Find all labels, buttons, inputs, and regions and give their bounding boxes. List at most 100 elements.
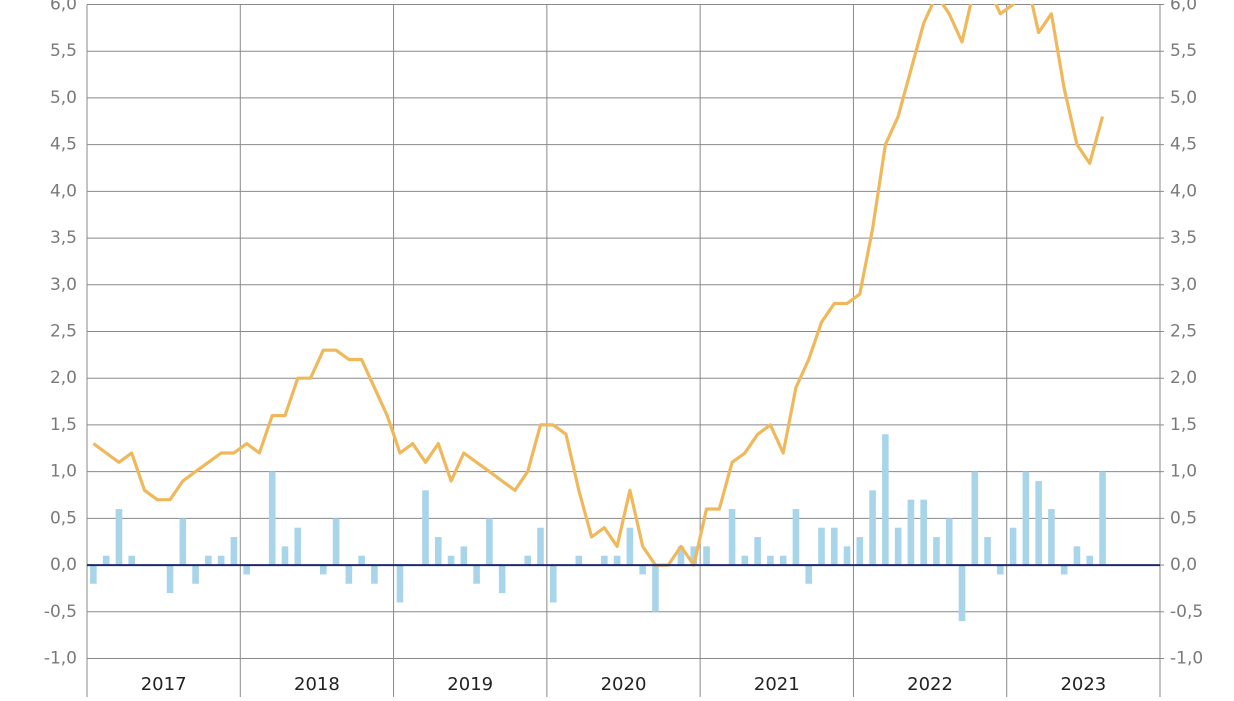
x-tick-label: 2018 (294, 674, 340, 695)
bar (1073, 546, 1081, 566)
x-tick-label: 2023 (1060, 674, 1106, 695)
bar (422, 490, 429, 566)
y-tick-label: 2,0 (50, 368, 77, 388)
bar (754, 537, 761, 566)
bar (1009, 527, 1017, 566)
bar (217, 555, 225, 566)
y-tick-label: 5,0 (50, 88, 77, 108)
bar (460, 546, 468, 566)
y2-tick-label: -0,5 (1170, 602, 1203, 622)
bar (115, 509, 123, 566)
bar (652, 565, 659, 612)
bar (894, 527, 902, 566)
bar (268, 471, 276, 566)
bar (613, 555, 621, 566)
bar (677, 546, 685, 566)
y-tick-label: 1,5 (50, 415, 77, 435)
bar (473, 565, 480, 584)
bar (1035, 480, 1042, 566)
bar (792, 509, 800, 566)
bar (205, 555, 212, 566)
y2-tick-label: 2,5 (1170, 322, 1197, 342)
bar (984, 537, 991, 566)
bar (882, 434, 889, 566)
x-tick-label: 2020 (601, 674, 647, 695)
y-tick-label: 0,0 (50, 555, 77, 575)
bar (843, 546, 851, 566)
bar (166, 565, 174, 594)
bar (728, 509, 736, 566)
plot-area (90, 4, 1106, 622)
y2-tick-label: -1,0 (1170, 649, 1203, 669)
y-tick-label: 2,5 (50, 322, 77, 342)
bar (958, 565, 966, 622)
bar (102, 555, 110, 566)
y2-tick-label: 1,0 (1170, 462, 1197, 482)
y2-tick-label: 3,5 (1170, 228, 1197, 248)
y2-tick-label: 0,5 (1170, 508, 1197, 528)
bar (805, 565, 813, 584)
bar (907, 499, 915, 566)
bar (447, 555, 455, 566)
bar (128, 555, 136, 566)
bar (90, 565, 97, 584)
bar (767, 555, 774, 566)
x-tick-label: 2022 (907, 674, 953, 695)
bar (1048, 509, 1055, 566)
bar (997, 565, 1004, 575)
y-tick-label: 6,0 (50, 0, 77, 15)
bar (945, 518, 953, 566)
bar (830, 527, 838, 566)
bar (690, 546, 698, 566)
bar (703, 546, 710, 566)
bar (524, 555, 531, 566)
bar (371, 565, 378, 584)
y-tick-label: 5,5 (50, 41, 77, 61)
y-tick-label: -0,5 (44, 602, 77, 622)
bar (320, 565, 327, 575)
bar (396, 565, 404, 603)
y2-tick-label: 0,0 (1170, 555, 1197, 575)
line (92, 4, 1105, 567)
x-tick-label: 2019 (447, 674, 493, 695)
y2-tick-label: 6,0 (1170, 0, 1197, 15)
y-tick-label: 0,5 (50, 508, 77, 528)
y-tick-label: 1,0 (50, 462, 77, 482)
bar (1086, 555, 1094, 566)
y-tick-label: 4,5 (50, 135, 77, 155)
bar (486, 518, 493, 566)
bar (626, 527, 634, 566)
bar (243, 565, 250, 575)
bar (281, 546, 289, 566)
bar (434, 537, 442, 566)
bar (294, 527, 302, 566)
y-tick-label: 4,0 (50, 181, 77, 201)
bar (230, 537, 238, 566)
bar (498, 565, 506, 594)
y-tick-label: 3,0 (50, 275, 77, 295)
bar (537, 527, 544, 566)
bar (1099, 471, 1106, 566)
bar (869, 490, 876, 566)
x-tick-label: 2021 (754, 674, 800, 695)
bar (332, 518, 340, 566)
x-tick-label: 2017 (141, 674, 187, 695)
bar (179, 518, 187, 566)
y2-tick-label: 3,0 (1170, 275, 1197, 295)
bar (779, 555, 787, 566)
bar (345, 565, 353, 584)
bar (933, 537, 940, 566)
bar (549, 565, 557, 603)
bar (358, 555, 365, 566)
bar (856, 537, 864, 566)
bar (601, 555, 608, 566)
bar (971, 471, 979, 566)
bar (575, 555, 583, 566)
y-tick-label: 3,5 (50, 228, 77, 248)
y2-tick-label: 4,5 (1170, 135, 1197, 155)
y2-tick-label: 2,0 (1170, 368, 1197, 388)
bar (192, 565, 199, 584)
y2-tick-label: 5,0 (1170, 88, 1197, 108)
bar (818, 527, 825, 566)
